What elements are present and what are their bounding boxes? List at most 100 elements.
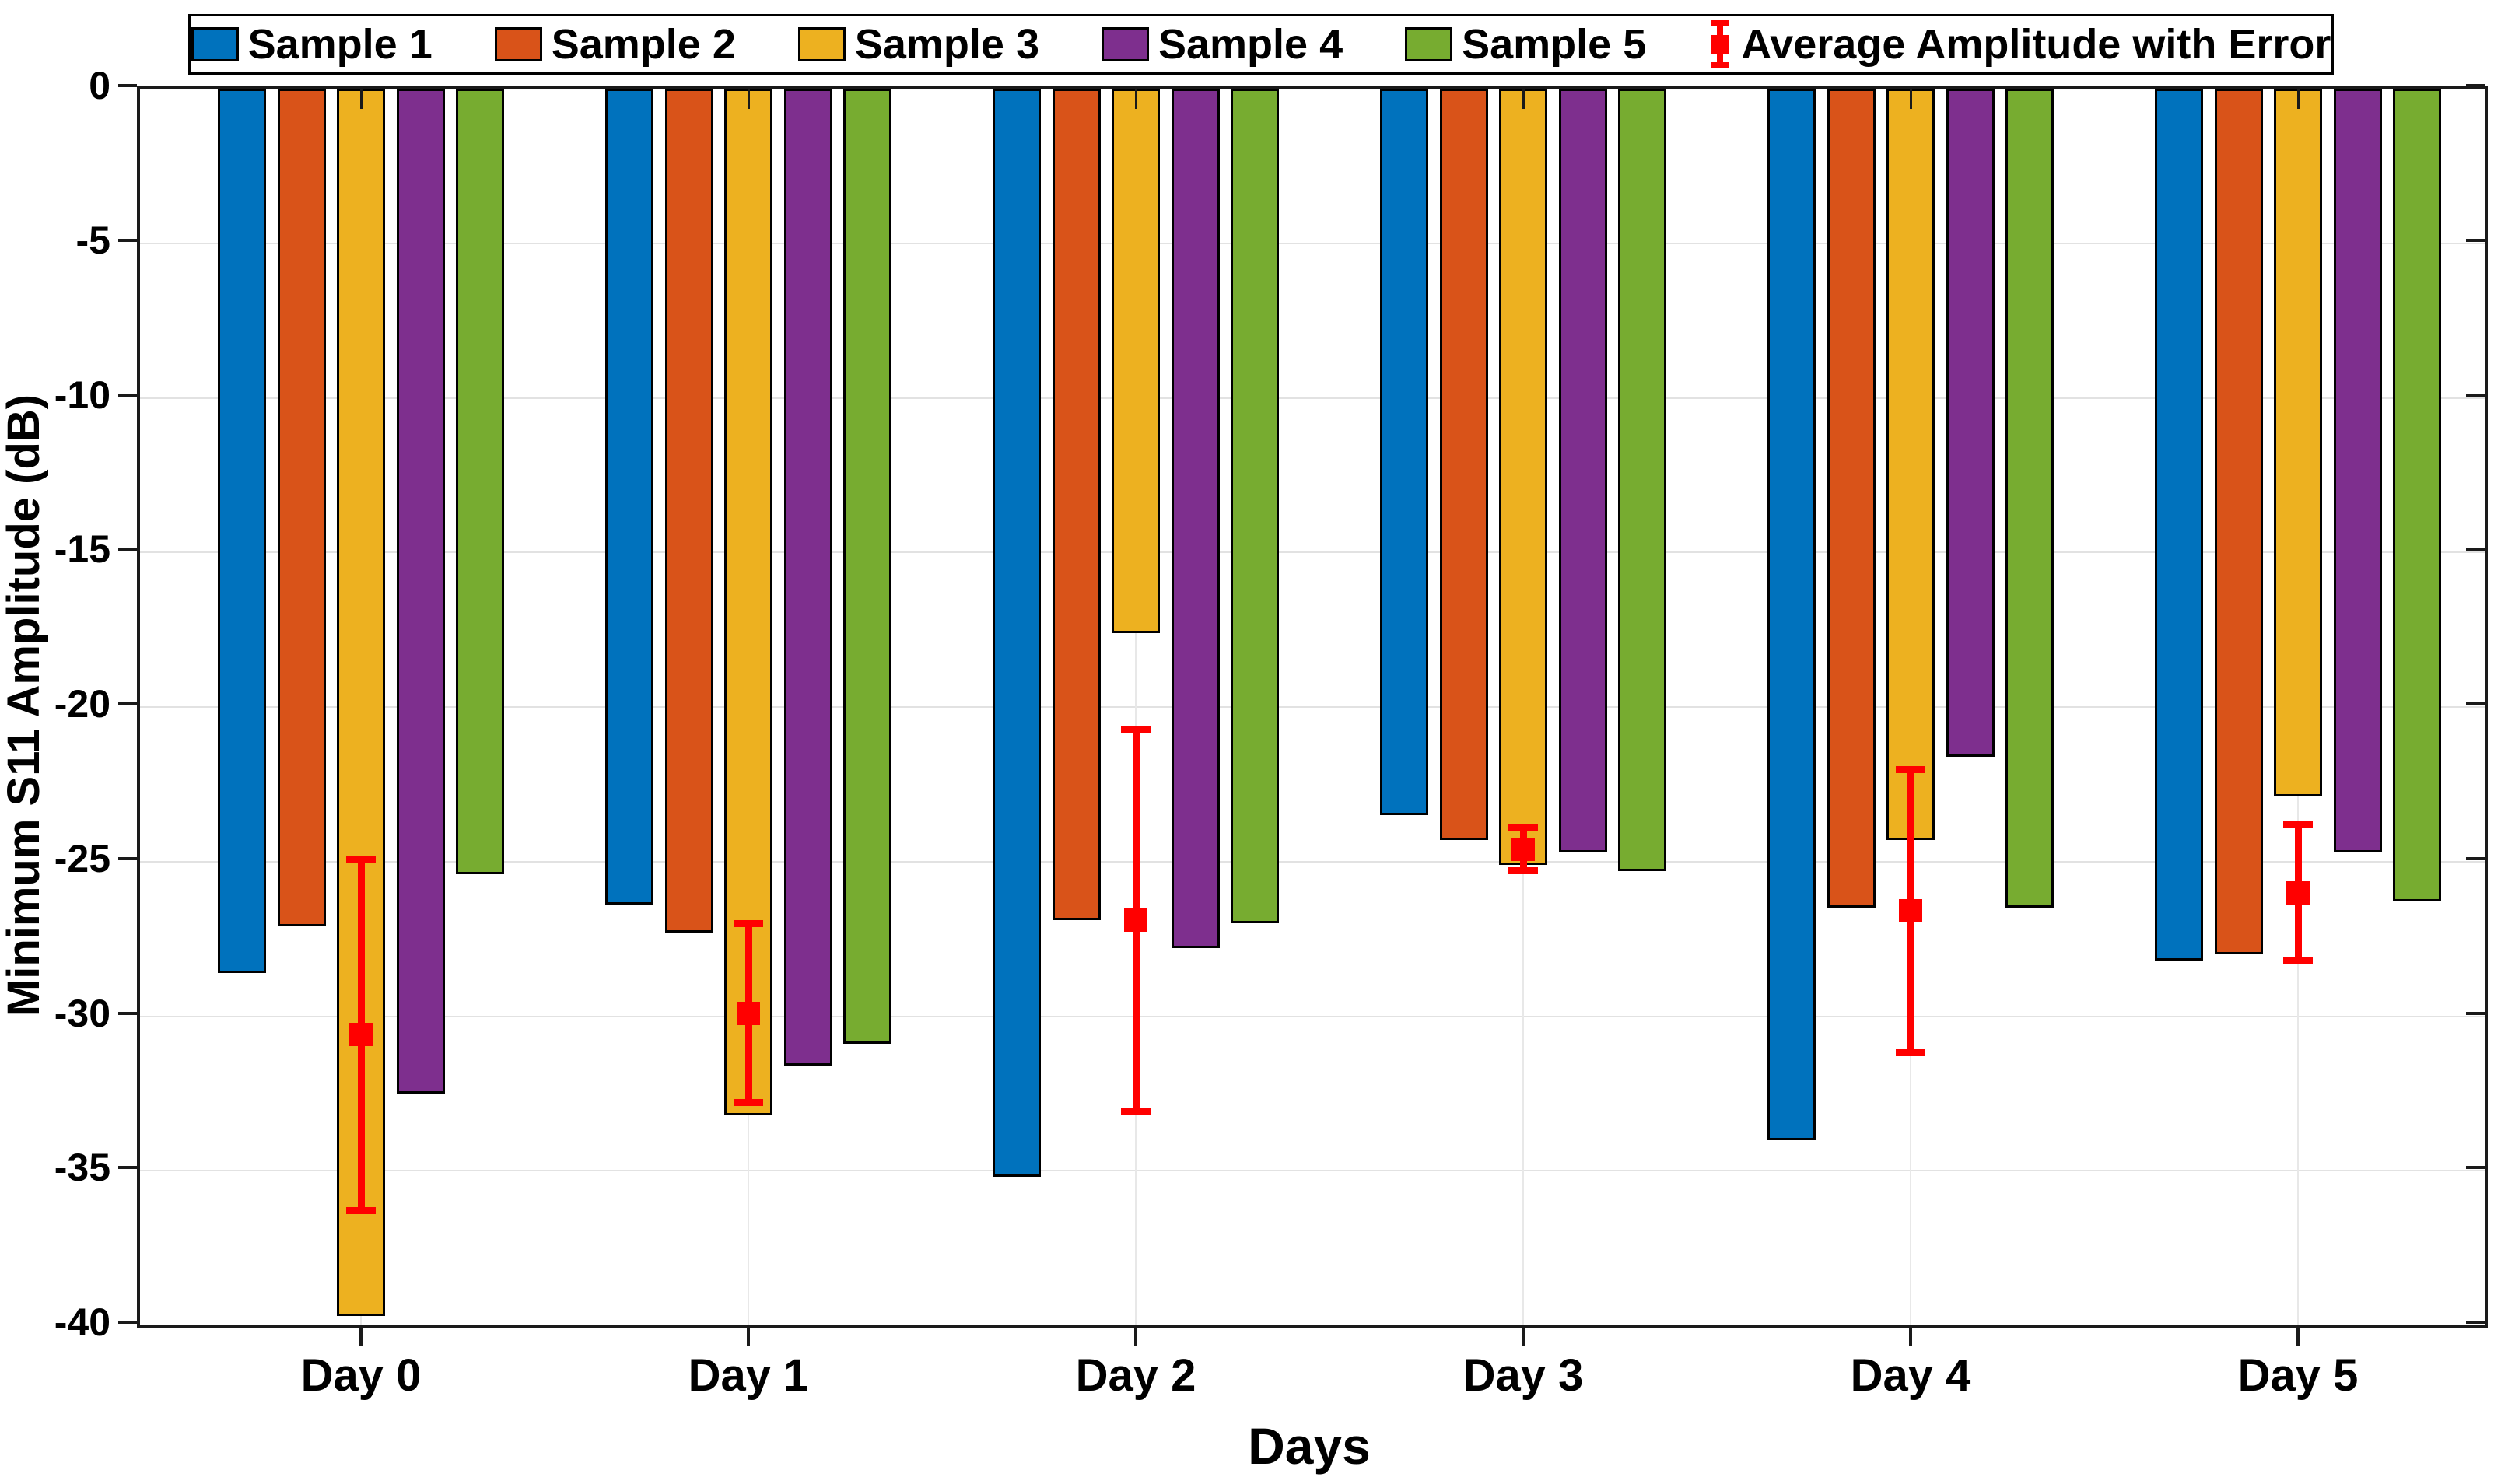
errorbar-icon-marker xyxy=(1711,35,1730,54)
x-tick-top xyxy=(1522,89,1525,109)
error-bar-marker xyxy=(1899,899,1922,923)
bar-sample-3-day3 xyxy=(1499,89,1547,865)
bar-sample-1-day1 xyxy=(605,89,653,905)
y-tick-label: -15 xyxy=(54,527,110,572)
error-bar-cap-bottom xyxy=(1896,1049,1925,1057)
error-bar-marker xyxy=(1124,908,1147,933)
error-bar-cap-top xyxy=(2283,821,2313,829)
x-tick xyxy=(1522,1328,1525,1346)
y-tick xyxy=(118,238,137,242)
legend: Sample 1 Sample 2 Sample 3 Sample 4 Sample 5… xyxy=(188,14,2334,75)
bar-sample-1-day0 xyxy=(218,89,266,973)
legend-label: Sample 1 xyxy=(247,21,433,68)
bar-sample-4-day5 xyxy=(2333,89,2382,852)
legend-item-errorbar: Average Amplitude with Error xyxy=(1708,20,2331,68)
x-tick-top xyxy=(747,89,750,109)
error-bar-cap-top xyxy=(734,920,763,928)
y-tick-right xyxy=(2466,856,2485,860)
errorbar-icon xyxy=(1708,20,1732,68)
bar-sample-4-day3 xyxy=(1558,89,1607,852)
h-gridline xyxy=(140,1015,2485,1017)
y-tick xyxy=(118,84,137,87)
x-tick-label: Day 4 xyxy=(1850,1350,1971,1401)
h-gridline xyxy=(140,1170,2485,1172)
error-bar-cap-top xyxy=(1121,725,1151,733)
y-tick-right xyxy=(2466,84,2485,87)
h-gridline xyxy=(140,551,2485,554)
bar-sample-5-day4 xyxy=(2005,89,2054,908)
bar-sample-1-day5 xyxy=(2155,89,2203,961)
error-bar-marker xyxy=(1511,837,1535,861)
y-tick xyxy=(118,548,137,551)
y-tick xyxy=(118,393,137,397)
y-tick-label: -30 xyxy=(54,991,110,1035)
legend-swatch-sample-3 xyxy=(797,27,846,61)
error-bar-marker xyxy=(349,1023,373,1047)
legend-label: Sample 4 xyxy=(1158,21,1343,68)
bar-sample-5-day3 xyxy=(1618,89,1666,871)
plot-area xyxy=(137,86,2488,1328)
bar-sample-2-day1 xyxy=(664,89,713,933)
error-bar-cap-top xyxy=(1896,765,1925,773)
legend-label: Sample 2 xyxy=(551,21,736,68)
legend-label: Average Amplitude with Error xyxy=(1741,21,2331,68)
legend-swatch-sample-4 xyxy=(1101,27,1149,61)
bar-sample-4-day2 xyxy=(1171,89,1220,949)
error-bar-cap-bottom xyxy=(734,1098,763,1106)
x-tick-label: Day 3 xyxy=(1462,1350,1584,1401)
v-gridline xyxy=(1135,89,1137,1325)
bar-sample-2-day0 xyxy=(277,89,326,927)
legend-item: Sample 4 xyxy=(1101,21,1343,68)
y-tick-right xyxy=(2466,1011,2485,1015)
bar-sample-1-day3 xyxy=(1380,89,1428,816)
error-bar-cap-bottom xyxy=(346,1206,376,1214)
y-tick-label: -10 xyxy=(54,373,110,417)
legend-item: Sample 2 xyxy=(494,21,736,68)
bar-sample-5-day2 xyxy=(1231,89,1279,924)
y-tick xyxy=(118,702,137,705)
y-tick-label: -20 xyxy=(54,682,110,726)
h-gridline xyxy=(140,706,2485,708)
x-tick-label: Day 1 xyxy=(688,1350,809,1401)
error-bar-cap-top xyxy=(346,855,376,863)
y-tick-right xyxy=(2466,1166,2485,1170)
errorbar-icon-cap-bottom xyxy=(1711,62,1729,68)
bar-sample-2-day3 xyxy=(1439,89,1488,840)
y-tick-label: -5 xyxy=(75,218,110,262)
y-tick-right xyxy=(2466,1321,2485,1324)
y-tick-label: -40 xyxy=(54,1300,110,1344)
bar-sample-1-day2 xyxy=(993,89,1041,1178)
errorbar-icon-cap-top xyxy=(1711,20,1729,26)
bar-sample-5-day1 xyxy=(843,89,891,1045)
x-tick-top xyxy=(2296,89,2300,109)
h-gridline xyxy=(140,860,2485,863)
legend-item: Sample 5 xyxy=(1405,22,1646,67)
x-tick xyxy=(359,1328,363,1346)
legend-swatch-sample-1 xyxy=(191,27,239,61)
legend-label: Sample 3 xyxy=(854,21,1039,68)
y-tick xyxy=(118,1166,137,1170)
y-tick-label: -25 xyxy=(54,836,110,880)
x-tick-top xyxy=(359,89,363,109)
x-tick-label: Day 5 xyxy=(2237,1350,2359,1401)
bar-sample-4-day4 xyxy=(1946,89,1995,757)
y-tick xyxy=(118,1321,137,1324)
y-tick-right xyxy=(2466,238,2485,242)
legend-swatch-sample-5 xyxy=(1405,27,1453,61)
bar-sample-1-day4 xyxy=(1767,89,1816,1140)
x-tick-top xyxy=(1134,89,1137,109)
x-tick xyxy=(2296,1328,2300,1346)
h-gridline xyxy=(140,242,2485,244)
x-axis-label: Days xyxy=(1248,1417,1371,1475)
y-tick-label: -35 xyxy=(54,1146,110,1190)
bar-sample-5-day0 xyxy=(456,89,504,874)
error-bar-cap-bottom xyxy=(1121,1108,1151,1115)
error-bar-cap-bottom xyxy=(2283,956,2313,964)
x-tick xyxy=(1909,1328,1912,1346)
bar-sample-3-day5 xyxy=(2274,89,2322,797)
error-bar-cap-bottom xyxy=(1508,866,1538,874)
bar-sample-2-day4 xyxy=(1827,89,1876,908)
y-tick-right xyxy=(2466,393,2485,397)
bar-sample-4-day1 xyxy=(783,89,832,1066)
bar-sample-3-day2 xyxy=(1112,89,1160,633)
